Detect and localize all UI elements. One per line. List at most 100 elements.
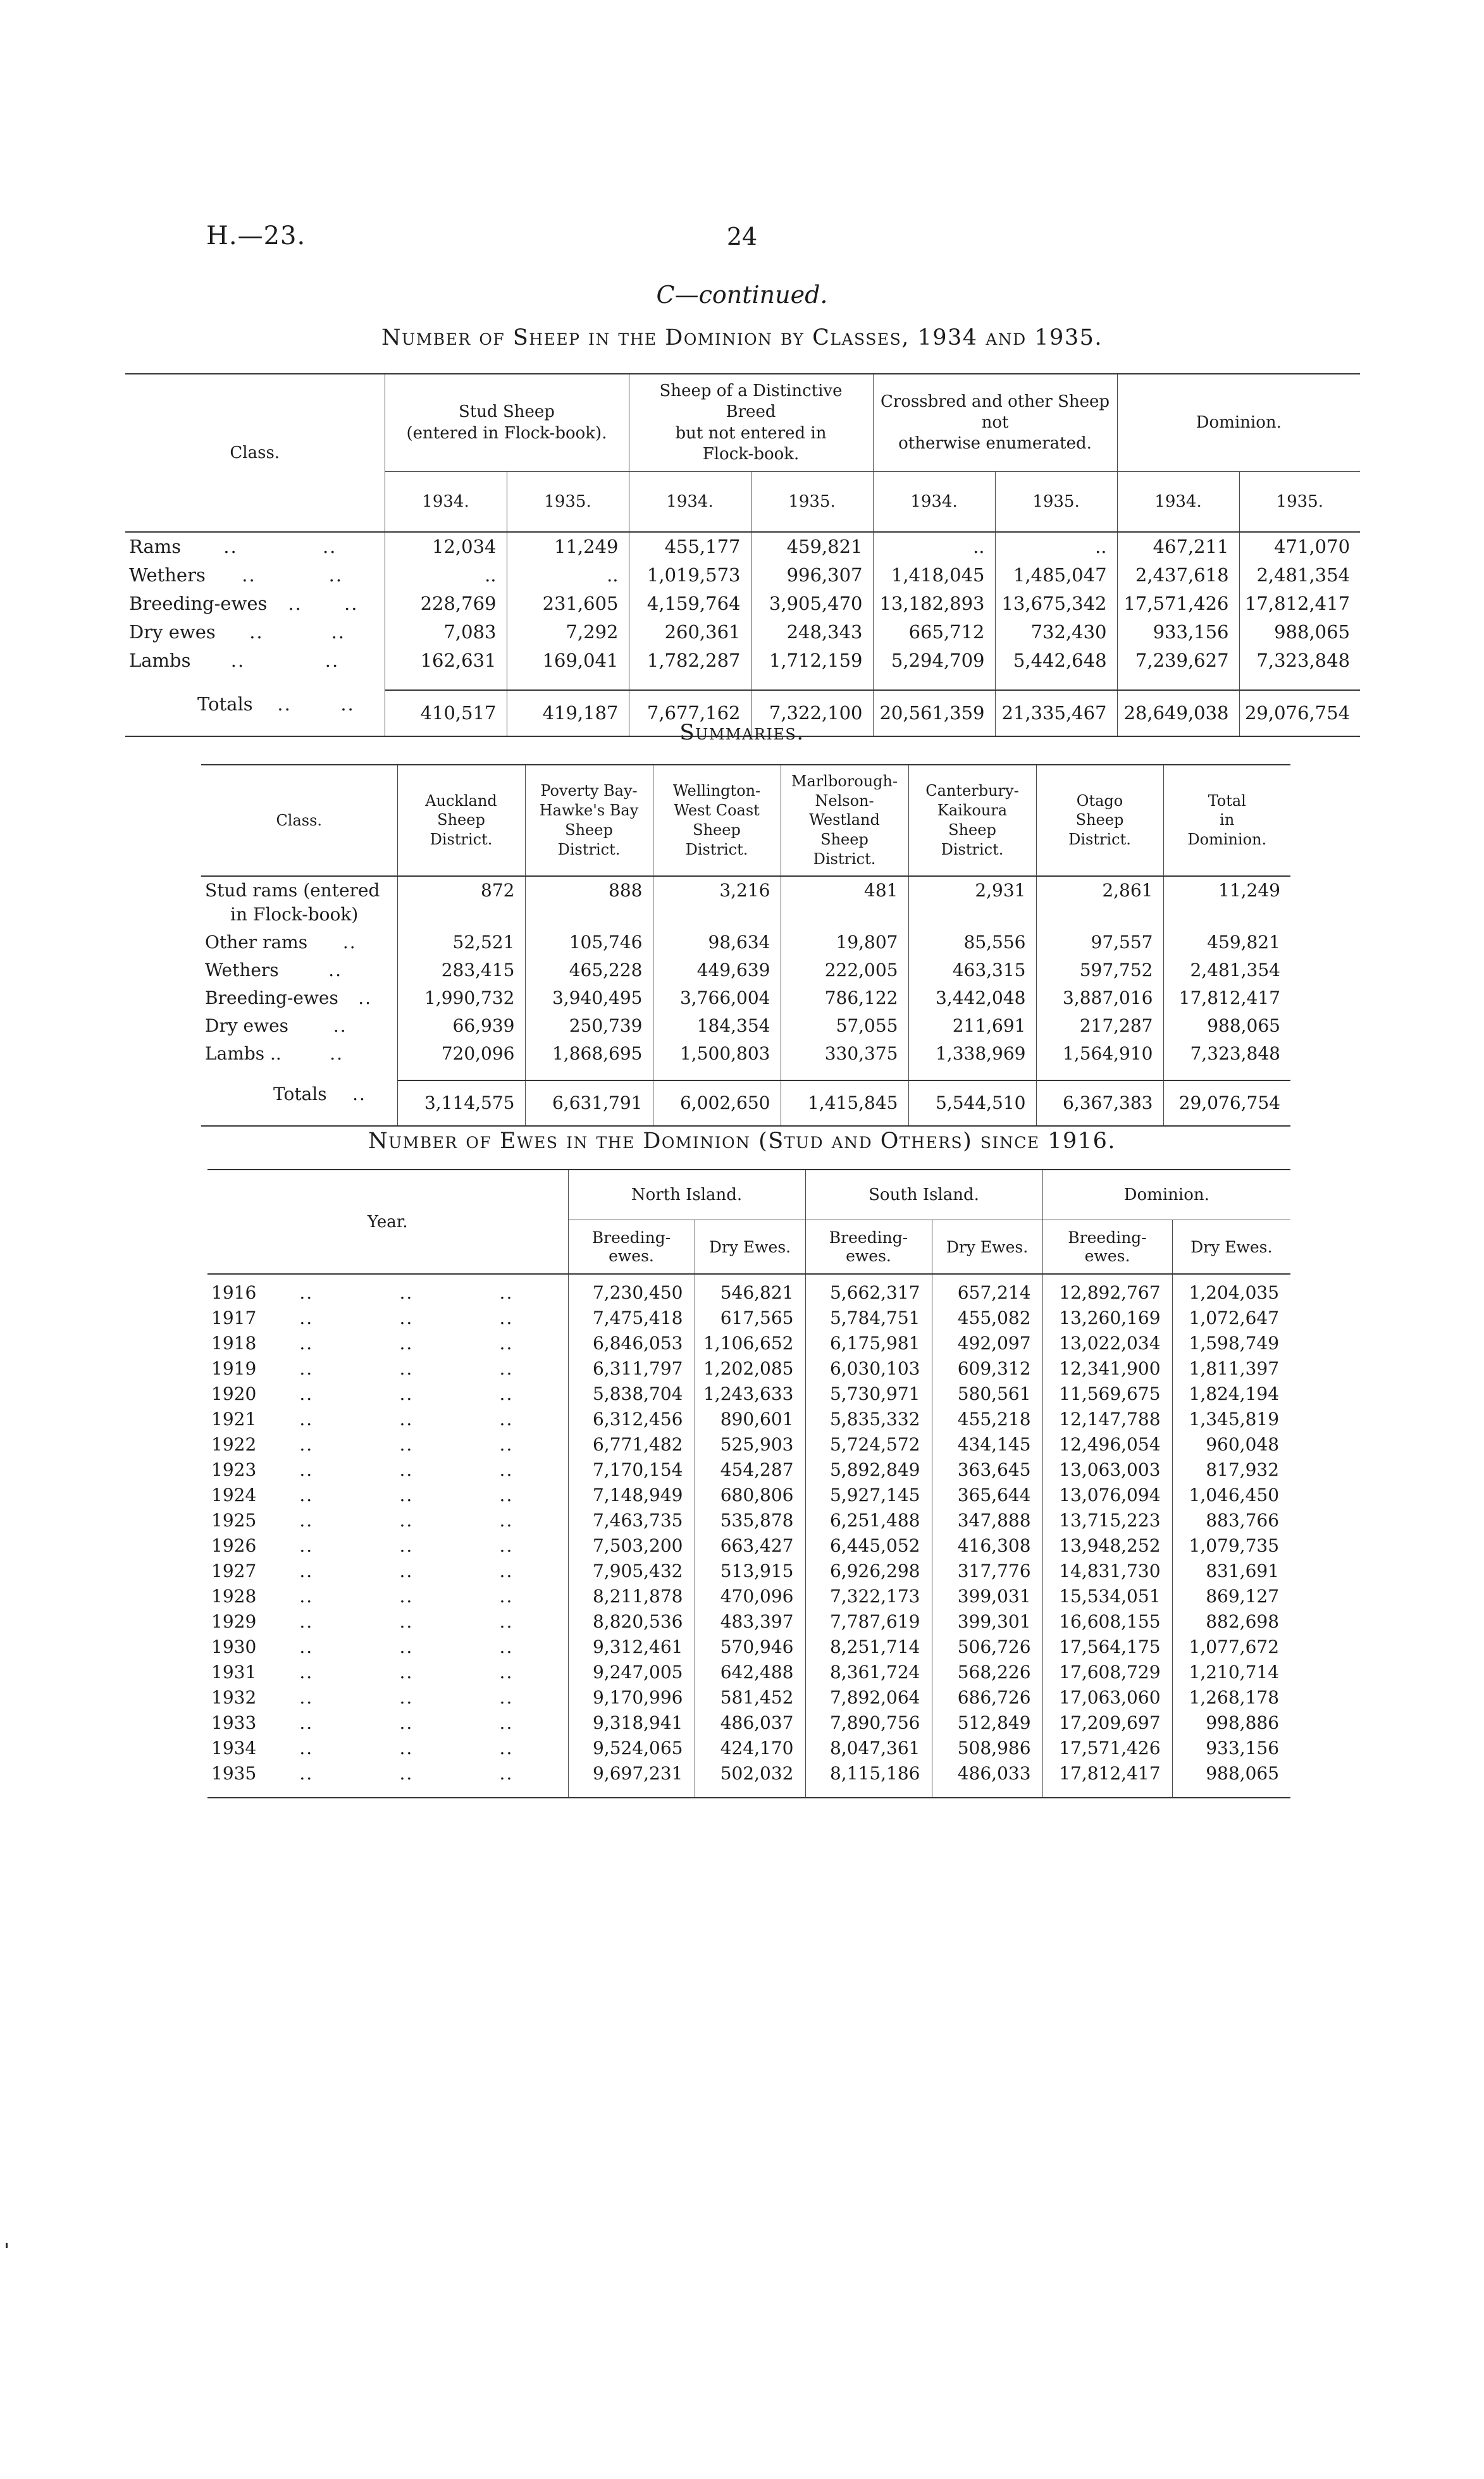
value-cell: 470,096	[695, 1584, 806, 1609]
row-label-cell: 1933......	[207, 1710, 569, 1736]
value-cell: 12,341,900	[1042, 1356, 1173, 1382]
value-cell: 7,292	[507, 618, 629, 647]
leader-dots: ..	[399, 1763, 414, 1784]
value-cell: 399,301	[932, 1609, 1043, 1635]
value-cell: 454,287	[695, 1457, 806, 1483]
year-header: 1934.	[873, 471, 996, 533]
value-cell: 996,307	[751, 561, 874, 590]
value-cell: 7,503,200	[568, 1533, 695, 1559]
row-label: 1933	[211, 1712, 257, 1733]
value-cell: ..	[873, 532, 996, 562]
leader-dots: ..	[299, 1712, 314, 1733]
value-cell: 481	[781, 875, 909, 929]
row-label: 1928	[211, 1586, 257, 1607]
value-cell: 786,122	[781, 984, 909, 1012]
row-label: 1926	[211, 1535, 257, 1556]
leader-dots: ..	[322, 536, 337, 558]
value-cell: 933,156	[1206, 1738, 1280, 1759]
value-cell: 732,430	[995, 618, 1118, 647]
value-cell: 7,787,619	[805, 1609, 932, 1635]
year-header: 1934.	[1117, 471, 1240, 533]
leader-dots: ..	[399, 1383, 414, 1404]
value-cell: 363,645	[932, 1457, 1043, 1483]
row-label-cell: Rams....	[125, 532, 385, 562]
leader-dots: ..	[342, 931, 357, 953]
value-cell: 8,211,878	[568, 1584, 695, 1609]
year-header: 1935.	[1276, 492, 1323, 512]
leader-dots: ..	[399, 1333, 414, 1354]
row-label-cell: 1929......	[207, 1609, 569, 1635]
row-label: 1917	[211, 1308, 257, 1328]
value-cell: 8,820,536	[568, 1609, 695, 1635]
document-reference: H.—23.	[206, 221, 306, 250]
value-cell: 3,442,048	[908, 984, 1037, 1012]
value-cell: 330,375	[781, 1039, 909, 1080]
value-cell: 6,631,791	[525, 1079, 653, 1126]
leader-dots: ..	[299, 1586, 314, 1607]
section-continued-label: C—continued.	[656, 281, 828, 309]
value-cell: 1,824,194	[1189, 1383, 1280, 1404]
value-cell: 1,418,045	[873, 561, 996, 590]
value-cell: 14,831,730	[1042, 1559, 1173, 1584]
value-cell: 416,308	[932, 1533, 1043, 1559]
group-header-north-island: North Island.	[568, 1170, 806, 1220]
value-cell: 872	[397, 875, 526, 929]
leader-dots: ..	[499, 1485, 514, 1505]
row-label-cell: 1934......	[207, 1736, 569, 1761]
leader-dots: ..	[344, 593, 359, 615]
column-header-marlborough-nelson-westland: Marlborough- Nelson-Westland Sheep Distr…	[781, 765, 909, 876]
leader-dots: ..	[499, 1662, 514, 1683]
value-cell: 1,345,819	[1189, 1409, 1280, 1430]
leader-dots: ..	[499, 1611, 514, 1632]
value-cell: 506,726	[932, 1635, 1043, 1660]
leader-dots: ..	[299, 1434, 314, 1455]
group-header-crossbred: Crossbred and other Sheep not otherwise …	[873, 374, 1118, 473]
row-label-cell: Lambs ....	[201, 1039, 398, 1080]
leader-dots: ..	[299, 1611, 314, 1632]
value-cell: 6,030,103	[805, 1356, 932, 1382]
row-label-cell: 1919......	[207, 1356, 569, 1382]
leader-dots: ..	[399, 1636, 414, 1657]
value-cell: 3,940,495	[525, 984, 653, 1012]
value-cell: 17,812,417	[1042, 1761, 1173, 1798]
class-column-header: Class.	[201, 765, 398, 876]
value-cell: 483,397	[695, 1609, 806, 1635]
value-cell: 817,932	[1206, 1459, 1280, 1480]
value-cell: 2,481,354	[1190, 959, 1280, 980]
value-cell: 9,312,461	[568, 1635, 695, 1660]
value-cell: 283,415	[397, 956, 526, 984]
value-cell: 2,931	[908, 875, 1037, 929]
value-cell: 1,485,047	[995, 561, 1118, 590]
value-cell: 455,218	[932, 1407, 1043, 1432]
value-cell: 3,905,470	[751, 590, 874, 619]
leader-dots: ..	[223, 536, 238, 558]
table-row: 1917...... 7,475,418 617,565 5,784,751 455,0…	[207, 1306, 1290, 1331]
table-row: 1918...... 6,846,053 1,106,652 6,175,981 492…	[207, 1331, 1290, 1356]
value-cell: 13,063,003	[1042, 1457, 1173, 1483]
row-label-cell: 1918......	[207, 1331, 569, 1356]
sheep-by-classes-table-section: Class. Stud Sheep (entered in Flock-book…	[125, 373, 1361, 738]
value-cell: 9,170,996	[568, 1685, 695, 1710]
value-cell: 1,268,178	[1189, 1687, 1280, 1708]
value-cell: 9,318,941	[568, 1710, 695, 1736]
row-label-cell: 1925......	[207, 1508, 569, 1533]
summaries-title: Summaries.	[679, 720, 805, 745]
leader-dots: ..	[399, 1535, 414, 1556]
row-label-cell: 1932......	[207, 1685, 569, 1710]
leader-dots: ..	[399, 1409, 414, 1430]
value-cell: 29,076,754	[1239, 689, 1361, 737]
leader-dots: ..	[499, 1282, 514, 1303]
value-cell: 890,601	[695, 1407, 806, 1432]
leader-dots: ..	[299, 1485, 314, 1505]
year-header: 1934.	[629, 471, 751, 533]
value-cell: 581,452	[695, 1685, 806, 1710]
leader-dots: ..	[499, 1586, 514, 1607]
value-cell: 11,569,675	[1042, 1382, 1173, 1407]
value-cell: 5,835,332	[805, 1407, 932, 1432]
value-cell: 463,315	[908, 956, 1037, 984]
leader-dots: ..	[299, 1383, 314, 1404]
group-header-dominion: Dominion.	[1117, 374, 1361, 473]
value-cell: 11,249	[507, 532, 629, 562]
value-cell: 29,076,754	[1163, 1079, 1290, 1126]
value-cell: 20,561,359	[873, 689, 996, 737]
